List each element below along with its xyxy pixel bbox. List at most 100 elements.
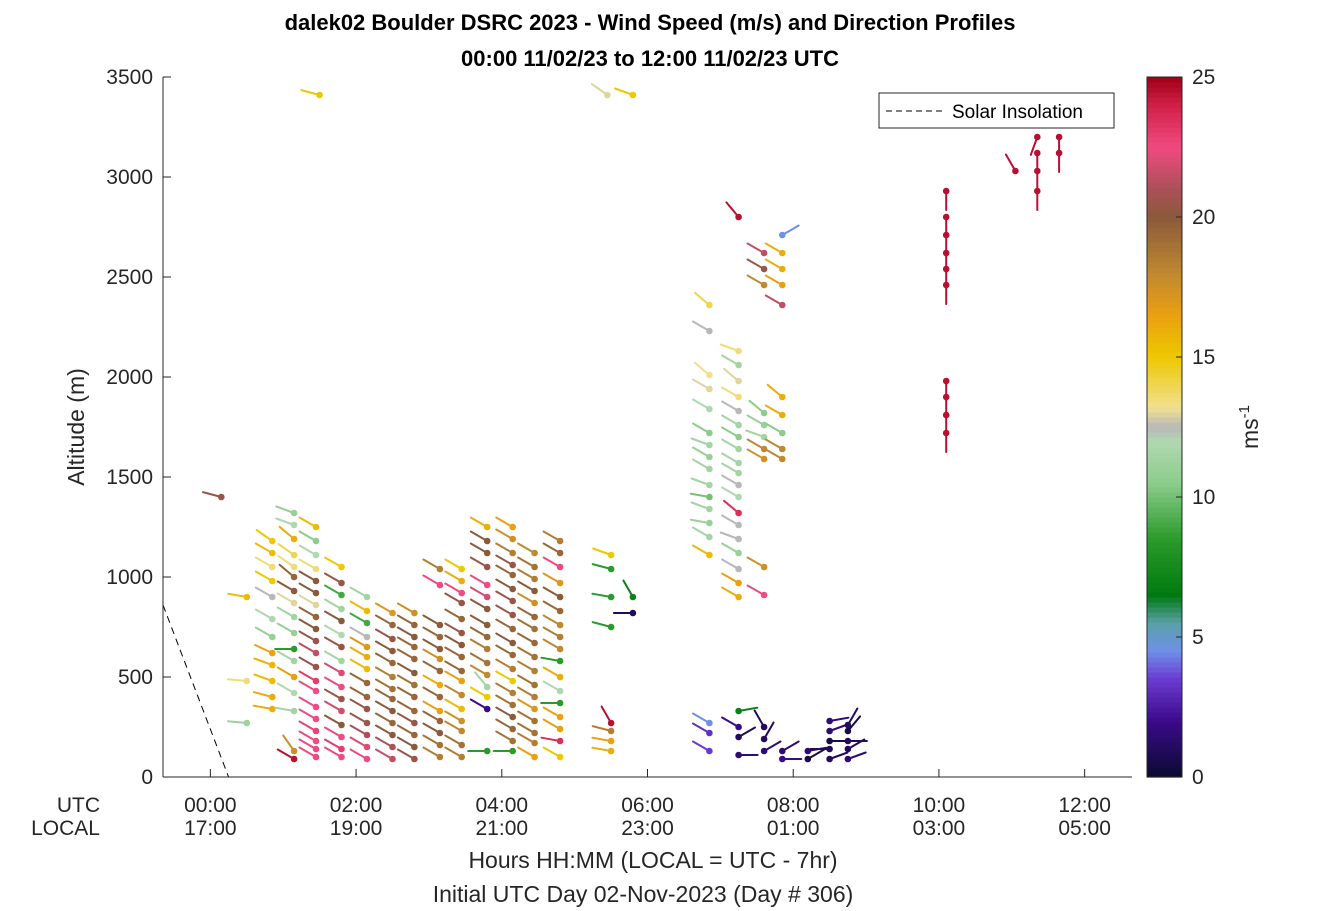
wind-barb [517, 542, 538, 557]
colorbar-segment [1147, 392, 1182, 398]
wind-barb [276, 682, 298, 697]
wind-barb [764, 438, 786, 453]
wind-barb-point [483, 581, 491, 589]
wind-barb [422, 710, 444, 725]
wind-barb-point [826, 755, 833, 763]
colorbar-segment [1147, 717, 1182, 723]
wind-barb [324, 662, 345, 677]
x-tick-label-local: 05:00 [1058, 817, 1111, 840]
wind-barb [375, 700, 396, 715]
wind-barb [760, 740, 782, 755]
wind-barb-point [556, 549, 564, 557]
colorbar-segment [1147, 487, 1182, 493]
wind-barb [723, 499, 742, 517]
wind-barb-point [389, 635, 396, 643]
wind-barb-point [531, 549, 538, 557]
wind-barb-point [706, 519, 713, 527]
wind-barb [721, 452, 742, 467]
wind-barb-point [735, 377, 742, 385]
colorbar-label-sup: -1 [1236, 405, 1253, 418]
wind-barb-point [531, 563, 538, 571]
wind-barb [719, 343, 742, 355]
wind-barb-point [363, 643, 371, 651]
wind-barb-point [607, 727, 615, 735]
wind-barb [692, 712, 713, 727]
wind-barb-point [389, 647, 396, 655]
colorbar-segment [1147, 537, 1182, 543]
wind-barb-point [483, 671, 491, 679]
wind-barb-point [363, 679, 371, 687]
x-tick-label-local: 01:00 [767, 817, 820, 840]
wind-barb-point [607, 747, 615, 755]
wind-barb-point [411, 643, 418, 651]
colorbar-segment [1147, 177, 1182, 183]
wind-barb [298, 656, 320, 671]
colorbar-segment [1147, 297, 1182, 303]
wind-barb [517, 710, 538, 725]
wind-barb-point [483, 563, 491, 571]
colorbar-tick-label: 25 [1192, 66, 1215, 89]
wind-barb [692, 422, 713, 437]
wind-barb-point [706, 719, 713, 727]
wind-barb [542, 572, 564, 587]
wind-barb [444, 634, 466, 649]
colorbar-segment [1147, 87, 1182, 93]
wind-barb [298, 630, 320, 645]
wind-barb [396, 736, 418, 751]
wind-barb [444, 558, 466, 573]
wind-barb [469, 586, 491, 601]
colorbar-segment [1147, 497, 1182, 503]
colorbar-segment [1147, 647, 1182, 653]
colorbar-segment [1147, 637, 1182, 643]
wind-barb-point [290, 551, 298, 559]
wind-barb-point [338, 605, 345, 613]
wind-barb-point [556, 579, 564, 587]
wind-barb-point [269, 577, 276, 585]
wind-barb [349, 636, 371, 651]
y-tick-label: 2000 [106, 366, 153, 389]
wind-barb-point [338, 745, 345, 753]
wind-barb-point [760, 563, 768, 571]
wind-barb [517, 746, 538, 761]
wind-barb [495, 528, 516, 543]
wind-barb-point [363, 731, 371, 739]
colorbar-segment [1147, 147, 1182, 153]
wind-barb-point [483, 523, 491, 531]
wind-barb [495, 618, 516, 633]
wind-barb-point [458, 641, 466, 649]
wind-barb-point [706, 551, 713, 559]
x-tick-label-utc: 10:00 [913, 794, 966, 817]
wind-barb [495, 554, 516, 569]
colorbar-segment [1147, 142, 1182, 148]
wind-barb-point [269, 593, 276, 601]
wind-barb-point [942, 213, 950, 221]
wind-barb-point [458, 577, 466, 585]
wind-barb-point [290, 755, 298, 763]
wind-barb [349, 586, 371, 601]
wind-barb-point [290, 509, 298, 517]
wind-barb [254, 586, 276, 601]
wind-barb-point [312, 523, 320, 531]
wind-barb-point [735, 579, 742, 587]
wind-barb [422, 734, 444, 749]
wind-barb [396, 748, 418, 763]
wind-barb [735, 706, 759, 715]
colorbar-segment [1147, 167, 1182, 173]
wind-barb [692, 398, 713, 413]
wind-barb-point [509, 713, 516, 721]
wind-barb-point [436, 565, 444, 573]
wind-barb [495, 730, 516, 745]
wind-barb-point [290, 599, 298, 607]
wind-barb [1029, 133, 1041, 156]
wind-barb-point [509, 639, 516, 647]
colorbar-segment [1147, 132, 1182, 138]
wind-barb [298, 570, 320, 585]
wind-barb-point [290, 563, 298, 571]
colorbar-segment [1147, 492, 1182, 498]
wind-barb [254, 542, 276, 557]
wind-barb [591, 621, 615, 631]
wind-barb [469, 614, 491, 629]
wind-barb [591, 736, 615, 745]
colorbar-segment [1147, 362, 1182, 368]
wind-barb [349, 698, 371, 713]
